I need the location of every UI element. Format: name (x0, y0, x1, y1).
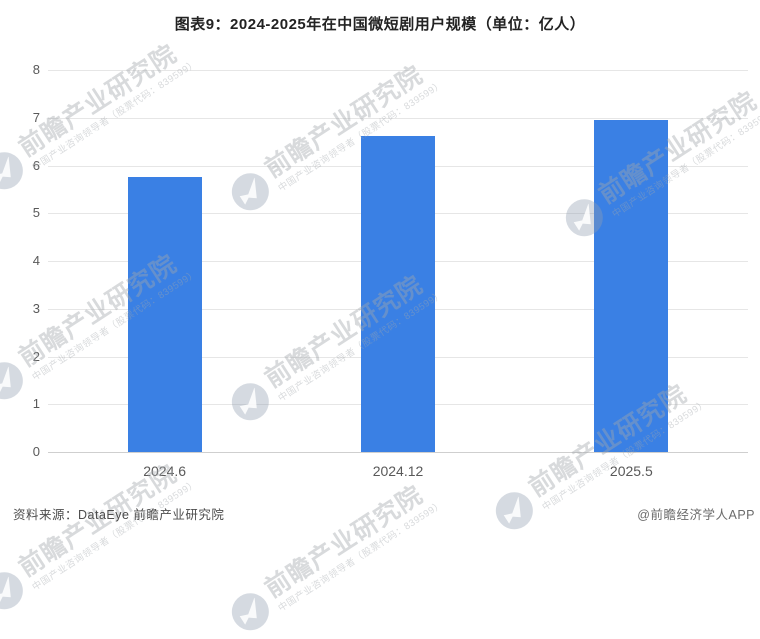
watermark-subtext: 中国产业咨询领导者（股票代码：839599） (276, 498, 446, 615)
y-tick-label-7: 7 (32, 109, 40, 125)
bar-2024.6 (127, 176, 202, 452)
gridline-8 (48, 70, 748, 71)
bar-2025.5 (594, 120, 669, 452)
x-tick-label-2025.5: 2025.5 (609, 463, 653, 479)
chart-title: 图表9：2024-2025年在中国微短剧用户规模（单位：亿人） (174, 16, 586, 33)
y-tick-label-6: 6 (32, 157, 40, 173)
y-tick-label-2: 2 (32, 348, 40, 364)
x-tick-label-2024.12: 2024.12 (372, 463, 424, 479)
plot-area (48, 70, 748, 453)
y-tick-label-8: 8 (32, 62, 40, 77)
qianzhan-logo-icon (488, 484, 540, 536)
chart-figure: { "title": "图表9：2024-2025年在中国微短剧用户规模（单位：… (0, 0, 760, 533)
source-note: 资料来源：DataEye 前瞻产业研究院 (13, 508, 225, 522)
x-tick-label-2024.6: 2024.6 (143, 463, 187, 479)
qianzhan-logo-icon (224, 585, 276, 637)
watermark: 前瞻产业研究院 中国产业咨询领导者（股票代码：839599） (223, 474, 446, 639)
watermark-text: 前瞻产业研究院 (260, 480, 428, 604)
gridline-7 (48, 117, 748, 119)
bar-2024.12 (361, 135, 435, 452)
y-tick-label-3: 3 (32, 300, 40, 316)
y-tick-label-0: 0 (32, 444, 40, 459)
watermark-subtext: 中国产业咨询领导者（股票代码：839599） (30, 477, 200, 594)
gridline-0 (48, 452, 748, 453)
y-tick-label-5: 5 (32, 205, 40, 221)
y-tick-label-1: 1 (32, 396, 40, 412)
credit-note: @前瞻经济学人APP (637, 508, 755, 522)
y-tick-label-4: 4 (32, 253, 40, 268)
qianzhan-logo-icon (0, 564, 30, 616)
